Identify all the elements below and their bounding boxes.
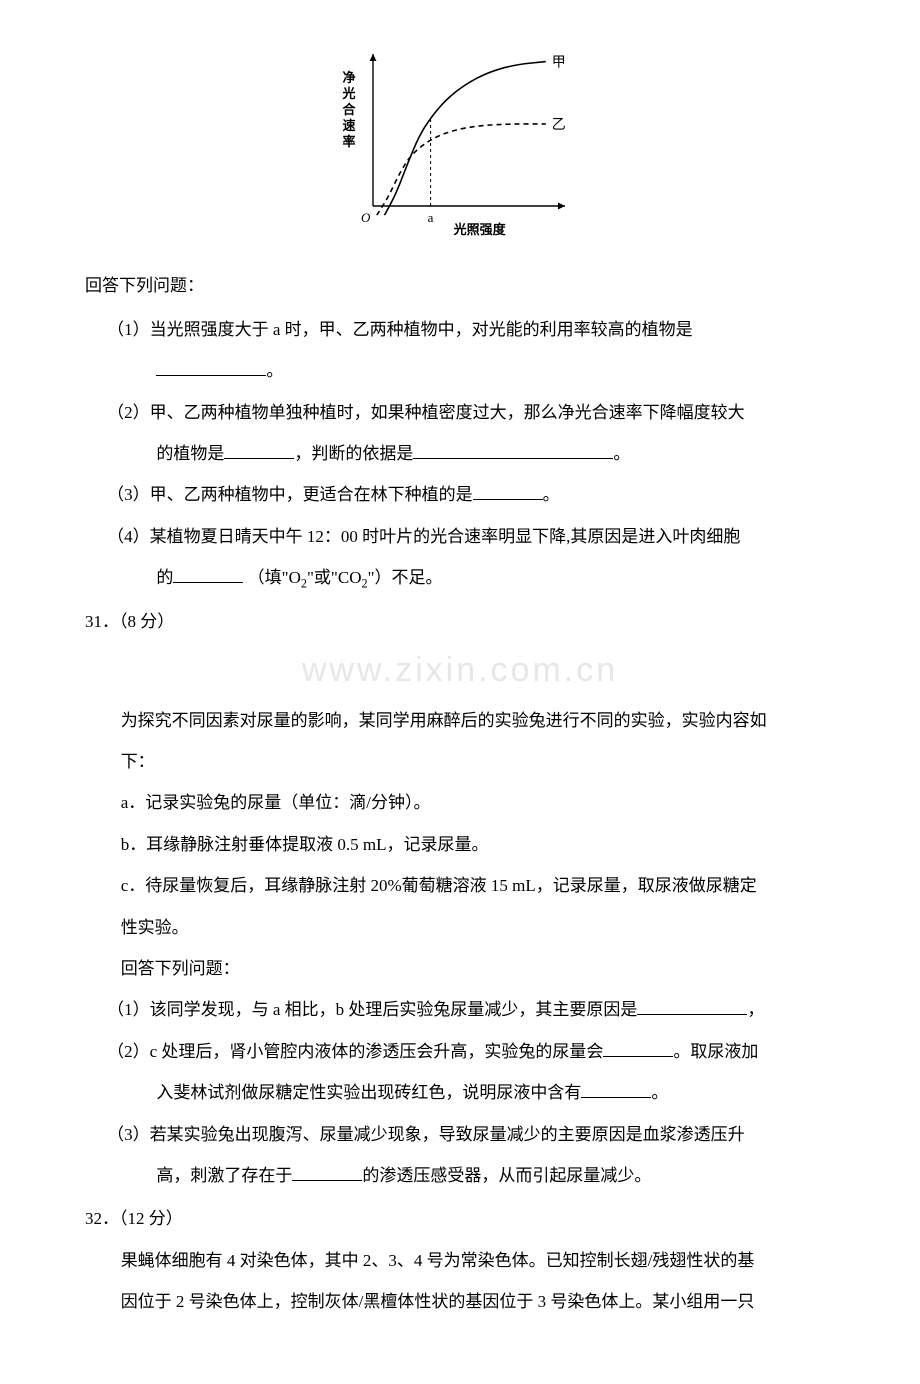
text: 。	[266, 361, 283, 380]
svg-text:净: 净	[342, 70, 355, 85]
q32-number: 32．（12 分）	[85, 1200, 835, 1237]
text: ，	[747, 1000, 764, 1019]
text: （填"O	[248, 568, 301, 587]
watermark-text: www.zixin.com.cn	[302, 651, 618, 689]
q31-3-line1: （3）若某实验兔出现腹泻、尿量减少现象，导致尿量减少的主要原因是血浆渗透压升	[85, 1116, 835, 1153]
text: （3）甲、乙两种植物中，更适合在林下种植的是	[107, 485, 473, 504]
q30-2-line1: （2）甲、乙两种植物单独种植时，如果种植密度过大，那么净光合速率下降幅度较大	[85, 394, 835, 431]
q31-2-line2: 入斐林试剂做尿糖定性实验出现砖红色，说明尿液中含有 。	[85, 1074, 835, 1111]
chart-container: Oa 光照强度 净光合速率 甲乙	[85, 40, 835, 253]
text: 的植物是	[156, 444, 224, 463]
q30-3: （3）甲、乙两种植物中，更适合在林下种植的是 。	[85, 476, 835, 513]
q31-step-c-line1: c．待尿量恢复后，耳缘静脉注射 20%葡萄糖溶液 15 mL，记录尿量，取尿液做…	[85, 867, 835, 904]
svg-text:乙: 乙	[552, 117, 566, 133]
q31-step-b: b．耳缘静脉注射垂体提取液 0.5 mL，记录尿量。	[85, 826, 835, 863]
text: ，判断的依据是	[294, 444, 413, 463]
q31-3-line2: 高，刺激了存在于 的渗透压感受器，从而引起尿量减少。	[85, 1157, 835, 1194]
blank	[581, 1082, 651, 1098]
q31-number: 31．（8 分）	[85, 603, 835, 640]
svg-text:O: O	[361, 210, 371, 225]
watermark: www.zixin.com.cn	[85, 633, 835, 708]
q31-answer-intro: 回答下列问题：	[85, 950, 835, 987]
text: （1）该同学发现，与 a 相比，b 处理后实验兔尿量减少，其主要原因是	[107, 1000, 637, 1019]
text: "）不足。	[368, 568, 443, 587]
q31-intro-line1: 为探究不同因素对尿量的影响，某同学用麻醉后的实验兔进行不同的实验，实验内容如	[85, 702, 835, 739]
text: 的	[156, 568, 173, 587]
blank	[292, 1165, 362, 1181]
text: （2）c 处理后，肾小管腔内液体的渗透压会升高，实验兔的尿量会	[107, 1042, 603, 1061]
text: 的渗透压感受器，从而引起尿量减少。	[362, 1166, 651, 1185]
text: "或"CO	[307, 568, 362, 587]
text: 。	[613, 444, 630, 463]
q31-intro-line2: 下：	[85, 743, 835, 780]
blank	[224, 443, 294, 459]
text: 入斐林试剂做尿糖定性实验出现砖红色，说明尿液中含有	[156, 1083, 581, 1102]
svg-text:光照强度: 光照强度	[453, 222, 507, 237]
text: 高，刺激了存在于	[156, 1166, 292, 1185]
blank	[473, 484, 543, 500]
blank	[637, 999, 747, 1015]
q30-4-line2: 的 （填"O2"或"CO2"）不足。	[85, 559, 835, 597]
svg-text:光: 光	[341, 86, 355, 101]
blank	[173, 567, 243, 583]
q30-1-line1: （1）当光照强度大于 a 时，甲、乙两种植物中，对光能的利用率较高的植物是	[85, 311, 835, 348]
q31-step-c-line2: 性实验。	[85, 909, 835, 946]
q30-2-line2: 的植物是 ，判断的依据是 。	[85, 435, 835, 472]
q30-4-line1: （4）某植物夏日晴天中午 12：00 时叶片的光合速率明显下降,其原因是进入叶肉…	[85, 518, 835, 555]
text: 。	[651, 1083, 668, 1102]
svg-text:a: a	[428, 210, 434, 225]
blank	[413, 443, 613, 459]
svg-text:速: 速	[342, 118, 355, 133]
q30-1-line2: 。	[85, 352, 835, 389]
blank	[156, 360, 266, 376]
text: 。取尿液加	[673, 1042, 758, 1061]
answer-intro: 回答下列问题：	[85, 267, 835, 304]
blank	[603, 1040, 673, 1056]
q31-2-line1: （2）c 处理后，肾小管腔内液体的渗透压会升高，实验兔的尿量会 。取尿液加	[85, 1033, 835, 1070]
net-photosynthesis-chart: Oa 光照强度 净光合速率 甲乙	[325, 40, 595, 240]
q32-line1: 果蝇体细胞有 4 对染色体，其中 2、3、4 号为常染色体。已知控制长翅/残翅性…	[85, 1242, 835, 1279]
svg-text:甲: 甲	[552, 56, 566, 71]
svg-text:合: 合	[342, 102, 356, 117]
q31-1: （1）该同学发现，与 a 相比，b 处理后实验兔尿量减少，其主要原因是 ，	[85, 991, 835, 1028]
text: 。	[543, 485, 560, 504]
svg-text:率: 率	[342, 134, 355, 149]
q31-step-a: a．记录实验兔的尿量（单位：滴/分钟）。	[85, 784, 835, 821]
